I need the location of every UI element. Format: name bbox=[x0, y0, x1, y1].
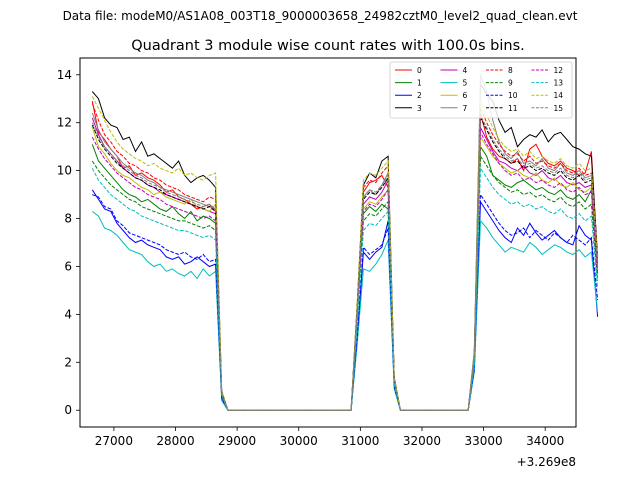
legend-label-11: 11 bbox=[508, 104, 518, 113]
series-line-2-seg2 bbox=[467, 200, 599, 411]
series-line-14-seg2 bbox=[467, 100, 599, 411]
y-tick-label: 14 bbox=[57, 68, 72, 82]
y-tick-label: 4 bbox=[64, 307, 72, 321]
y-tick-label: 10 bbox=[57, 164, 72, 178]
x-tick-label: 34000 bbox=[526, 434, 564, 448]
legend-label-10: 10 bbox=[508, 91, 518, 100]
series-line-15 bbox=[91, 122, 229, 411]
series-line-5-seg1 bbox=[350, 239, 401, 411]
series-line-2 bbox=[91, 189, 229, 411]
series-line-12-seg2 bbox=[467, 132, 599, 411]
legend-label-3: 3 bbox=[417, 104, 422, 113]
legend-label-15: 15 bbox=[554, 104, 564, 113]
y-tick-label: 0 bbox=[64, 403, 72, 417]
series-line-6 bbox=[91, 127, 229, 411]
series-line-14-seg1 bbox=[350, 159, 401, 411]
series-line-1 bbox=[91, 144, 229, 411]
legend-label-2: 2 bbox=[417, 91, 422, 100]
series-line-12 bbox=[91, 136, 229, 411]
series-line-6-seg2 bbox=[467, 135, 599, 411]
legend-label-14: 14 bbox=[554, 91, 564, 100]
legend-label-9: 9 bbox=[508, 79, 513, 88]
x-tick-label: 28000 bbox=[156, 434, 194, 448]
series-line-10 bbox=[92, 194, 229, 411]
x-offset-label: +3.269e8 bbox=[517, 455, 576, 469]
legend-label-6: 6 bbox=[463, 91, 468, 100]
axes: 27000 28000 29000 30000 31000 32000 33000 34000… bbox=[57, 68, 565, 448]
y-tick-label: 12 bbox=[57, 116, 72, 130]
x-tick-label: 32000 bbox=[403, 434, 441, 448]
legend-label-12: 12 bbox=[554, 66, 564, 75]
series-line-13 bbox=[91, 167, 229, 411]
y-tick-label: 8 bbox=[64, 212, 72, 226]
series-line-13-seg1 bbox=[350, 210, 401, 411]
series-line-8 bbox=[91, 103, 229, 411]
series-line-11 bbox=[91, 124, 229, 411]
y-tick-label: 6 bbox=[64, 259, 72, 273]
series-line-9 bbox=[91, 160, 229, 411]
series-line-13-seg2 bbox=[467, 166, 599, 411]
legend-label-1: 1 bbox=[417, 79, 422, 88]
series-line-10-seg2 bbox=[467, 192, 599, 411]
series-line-10-seg1 bbox=[350, 227, 401, 411]
chart-title: Quadrant 3 module wise count rates with … bbox=[131, 38, 525, 54]
legend-label-4: 4 bbox=[463, 66, 468, 75]
legend-label-8: 8 bbox=[508, 66, 513, 75]
legend-box bbox=[389, 61, 573, 119]
y-tick-label: 2 bbox=[64, 355, 72, 369]
x-tick-label: 33000 bbox=[464, 434, 502, 448]
legend-label-0: 0 bbox=[417, 66, 422, 75]
series-line-15-seg1 bbox=[350, 173, 401, 411]
legend-label-13: 13 bbox=[554, 79, 564, 88]
series-line-15-seg2 bbox=[467, 115, 599, 411]
series-line-9-seg2 bbox=[467, 154, 599, 411]
series-lines bbox=[91, 74, 599, 411]
legend-label-5: 5 bbox=[463, 79, 468, 88]
series-line-14 bbox=[91, 96, 229, 411]
plot-frame bbox=[79, 57, 577, 428]
x-tick-label: 27000 bbox=[95, 434, 133, 448]
series-line-4-seg2 bbox=[467, 127, 599, 411]
series-line-5 bbox=[91, 211, 229, 411]
series-line-11-seg2 bbox=[467, 117, 599, 411]
x-tick-label: 29000 bbox=[218, 434, 256, 448]
series-line-8-seg2 bbox=[467, 108, 599, 411]
figure-suptitle: Data file: modeM0/AS1A08_003T18_90000036… bbox=[63, 9, 578, 23]
legend-label-7: 7 bbox=[463, 104, 468, 113]
series-line-1-seg2 bbox=[467, 145, 599, 411]
series-line-5-seg2 bbox=[467, 219, 599, 411]
series-line-3 bbox=[91, 91, 229, 411]
x-tick-label: 30000 bbox=[280, 434, 318, 448]
x-tick-label: 31000 bbox=[341, 434, 379, 448]
